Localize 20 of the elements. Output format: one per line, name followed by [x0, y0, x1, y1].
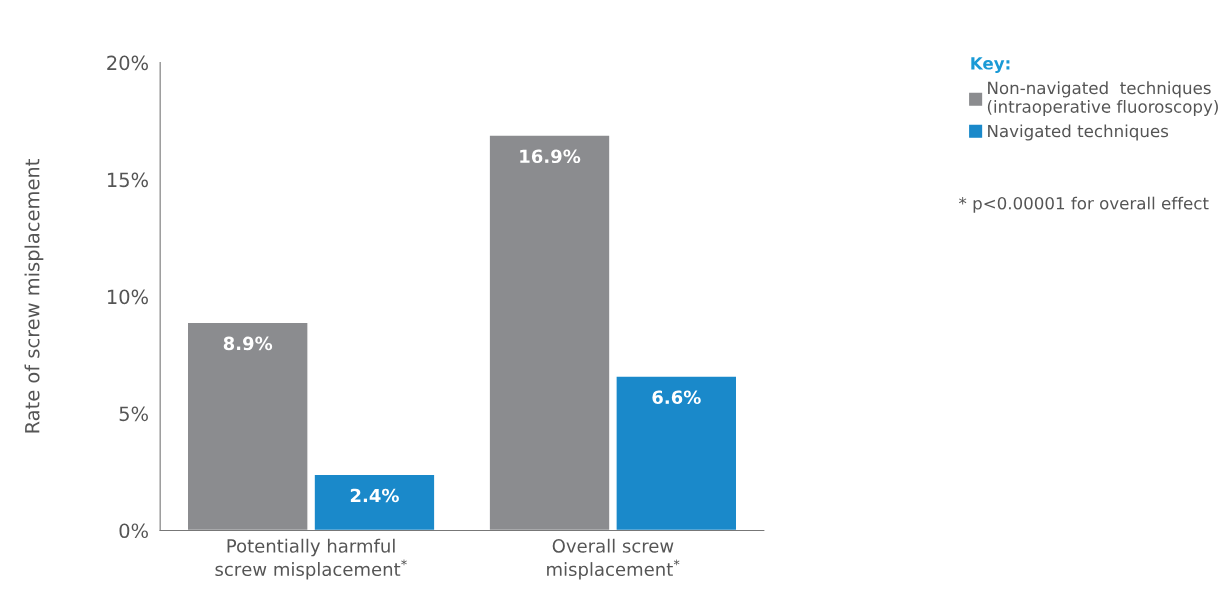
text: * p<0.00001 for overall effect [958, 196, 1209, 213]
bar [313, 473, 436, 531]
data-label: 2.4% [350, 488, 399, 503]
legend-label: Non-navigated techniques (intraoperative fluoroscopy) [987, 81, 1218, 117]
y-tick-label: 0% [119, 523, 148, 539]
y-tick-label: 20% [107, 55, 148, 71]
bar [615, 375, 738, 531]
data-label: 8.9% [223, 336, 273, 351]
y-axis-title: Rate of screw misplacement [24, 159, 44, 433]
legend-label: Navigated techniques [988, 124, 1169, 141]
x-tick-label: Overall screw misplacement$^{*}$ [547, 538, 680, 580]
x-tick-label: Potentially harmful screw misplacement$^{*}$ [215, 538, 407, 580]
data-label: 16.9% [520, 149, 581, 164]
y-tick-label: 5% [119, 406, 148, 422]
bar [186, 321, 309, 531]
bar [488, 134, 611, 531]
legend-title: Key: [971, 57, 1010, 73]
y-tick-label: 10% [107, 289, 148, 305]
data-label: 6.6% [652, 390, 701, 405]
y-tick-label: 15% [107, 172, 148, 188]
